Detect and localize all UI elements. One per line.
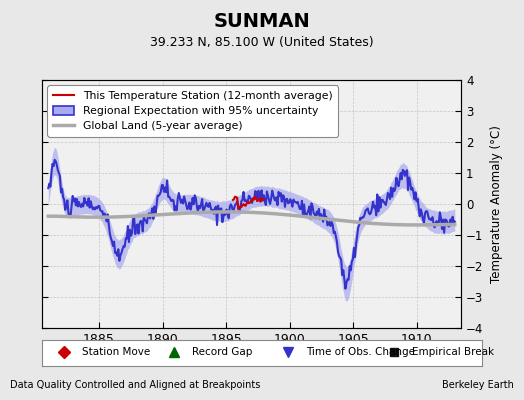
Text: 39.233 N, 85.100 W (United States): 39.233 N, 85.100 W (United States) xyxy=(150,36,374,49)
Text: SUNMAN: SUNMAN xyxy=(214,12,310,31)
Text: Berkeley Earth: Berkeley Earth xyxy=(442,380,514,390)
Text: Record Gap: Record Gap xyxy=(192,348,252,358)
Text: Station Move: Station Move xyxy=(82,348,150,358)
Text: Time of Obs. Change: Time of Obs. Change xyxy=(306,348,415,358)
Legend: This Temperature Station (12-month average), Regional Expectation with 95% uncer: This Temperature Station (12-month avera… xyxy=(47,86,339,136)
Y-axis label: Temperature Anomaly (°C): Temperature Anomaly (°C) xyxy=(490,125,503,283)
Text: Empirical Break: Empirical Break xyxy=(412,348,494,358)
Text: Data Quality Controlled and Aligned at Breakpoints: Data Quality Controlled and Aligned at B… xyxy=(10,380,261,390)
